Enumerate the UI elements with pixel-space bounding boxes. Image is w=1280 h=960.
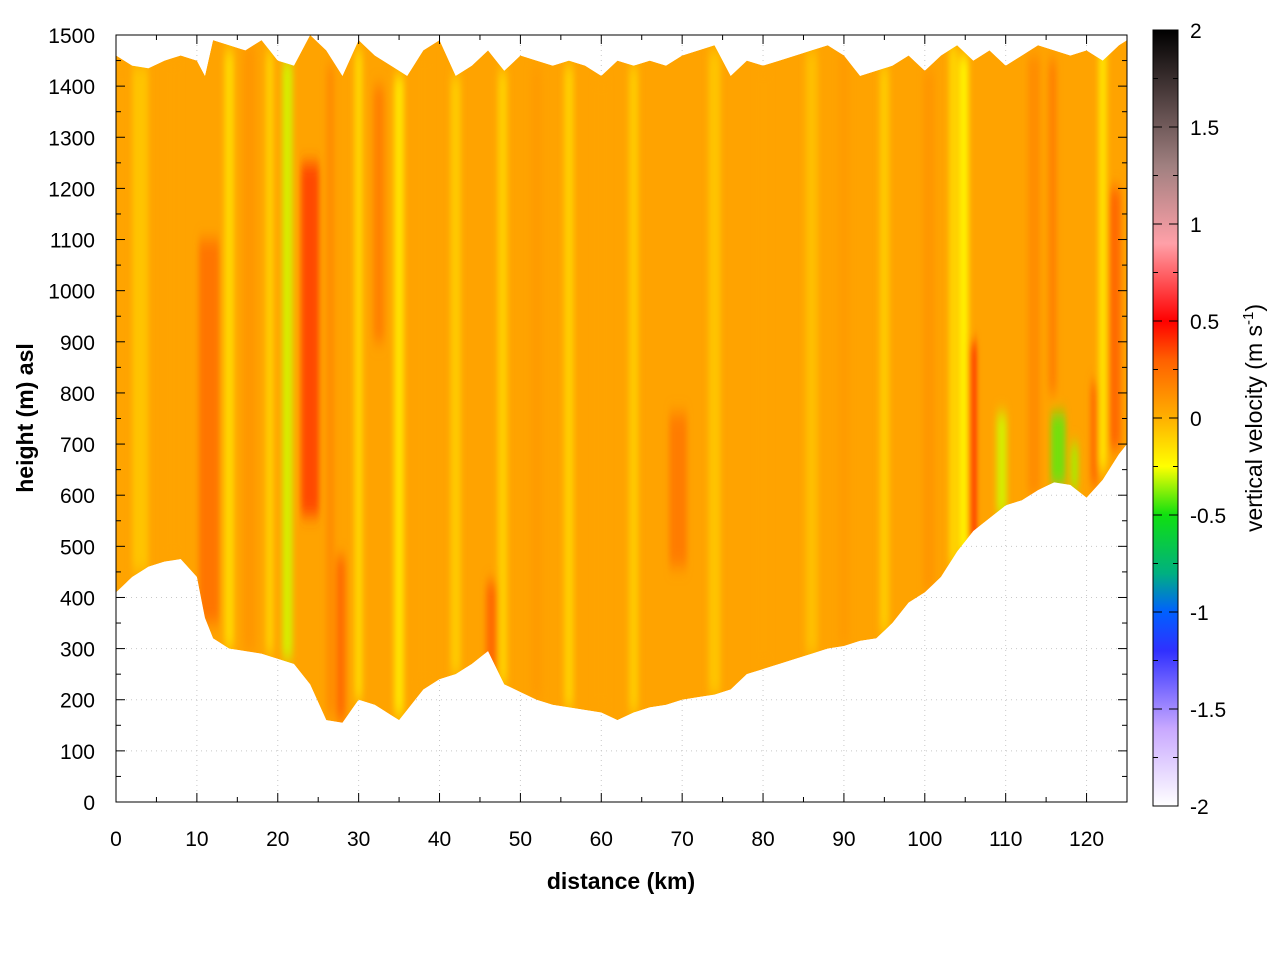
y-tick-label: 900 [60,332,95,355]
velocity-streaks [116,45,1121,721]
velocity-streak [301,162,320,516]
velocity-streak [879,65,890,634]
y-tick-label: 1300 [48,127,95,150]
velocity-streak [628,65,639,713]
x-tick-label: 10 [185,828,208,851]
x-tick-label: 60 [590,828,613,851]
colorbar-tick-label: -2 [1190,796,1209,819]
velocity-streak [1098,45,1107,470]
y-tick-label: 600 [60,485,95,508]
x-tick-label: 0 [110,828,122,851]
velocity-streak [373,86,385,342]
velocity-streak [417,50,430,690]
x-tick-label: 30 [347,828,370,851]
x-tick-label: 120 [1069,828,1104,851]
y-tick-label: 100 [60,741,95,764]
y-tick-label: 200 [60,690,95,713]
velocity-streak [450,75,461,675]
velocity-streak [949,45,958,567]
y-tick-label: 1200 [48,178,95,201]
colorbar-tick-label: -1.5 [1190,699,1226,722]
x-axis-ticks: 0 10 20 30 40 50 60 70 80 90 100 110 120 [110,828,1104,851]
colorbar-tick-label: 0 [1190,408,1202,431]
velocity-streak [530,65,543,700]
y-tick-label: 700 [60,434,95,457]
x-tick-label: 110 [989,828,1022,851]
y-tick-label: 500 [60,536,95,559]
colorbar-label: vertical velocity (m s-1) [1240,304,1267,532]
velocity-streak [922,70,935,593]
velocity-streak [1070,444,1079,491]
colorbar-tick-label: 1 [1190,214,1202,237]
x-tick-label: 20 [266,828,289,851]
velocity-streak [243,45,256,652]
colorbar-label-main: vertical velocity (m s [1241,325,1267,532]
y-tick-label: 300 [60,639,95,662]
velocity-streak [805,50,818,654]
velocity-streak [116,60,127,593]
velocity-streak [996,413,1007,516]
velocity-streak [669,413,688,567]
colorbar-label-close: ) [1241,304,1267,312]
y-tick-label: 1400 [48,76,95,99]
velocity-streak [1108,188,1121,450]
velocity-streak [326,65,335,716]
velocity-streak [1027,55,1041,496]
x-tick-label: 90 [832,828,855,851]
x-axis-label: distance (km) [547,868,695,894]
y-tick-label: 1100 [50,230,95,253]
velocity-streak [282,60,293,659]
colorbar-label-sup: -1 [1240,312,1257,325]
x-tick-label: 80 [751,828,774,851]
velocity-field [116,35,1127,723]
velocity-streak [837,50,850,647]
plot-axes [115,34,1128,803]
velocity-streak [166,55,179,562]
x-tick-label: 100 [907,828,942,851]
colorbar-tick-label: -0.5 [1190,505,1226,528]
y-axis-label: height (m) asl [12,343,38,493]
velocity-streak [132,65,149,572]
x-tick-label: 40 [428,828,451,851]
velocity-streak [394,75,404,716]
velocity-streak [1090,382,1099,485]
colorbar-tick-label: 1.5 [1190,117,1219,140]
velocity-streak [967,341,976,547]
y-tick-label: 400 [60,587,95,610]
y-tick-label: 1500 [48,25,95,48]
velocity-streak [486,582,499,685]
velocity-streak [497,70,508,685]
velocity-streak [708,50,721,695]
velocity-streak [265,50,274,654]
velocity-streak [564,65,574,708]
velocity-field-background [116,35,1127,723]
velocity-streak [756,65,770,670]
velocity-streak [595,75,608,713]
y-tick-label: 1000 [48,281,95,304]
x-tick-label: 70 [670,828,693,851]
velocity-streak [1050,413,1066,485]
colorbar-tick-label: -1 [1190,602,1209,625]
x-tick-label: 50 [509,828,532,851]
colorbar-tick-label: 0.5 [1190,311,1219,334]
velocity-streak [335,556,346,721]
colorbar-tick-label: 2 [1190,20,1202,43]
velocity-streak [224,50,235,649]
y-tick-label: 0 [83,792,95,815]
velocity-streak [354,50,363,700]
y-tick-label: 800 [60,383,95,406]
velocity-streak [198,239,220,624]
velocity-streak [958,55,969,557]
velocity-streak [1048,60,1057,393]
colorbar: 2 1.5 1 0.5 0 -0.5 -1 -1.5 -2 [1152,20,1226,819]
y-axis-ticks: 0 100 200 300 400 500 600 700 800 900 1000 1100 1200… [48,25,95,815]
